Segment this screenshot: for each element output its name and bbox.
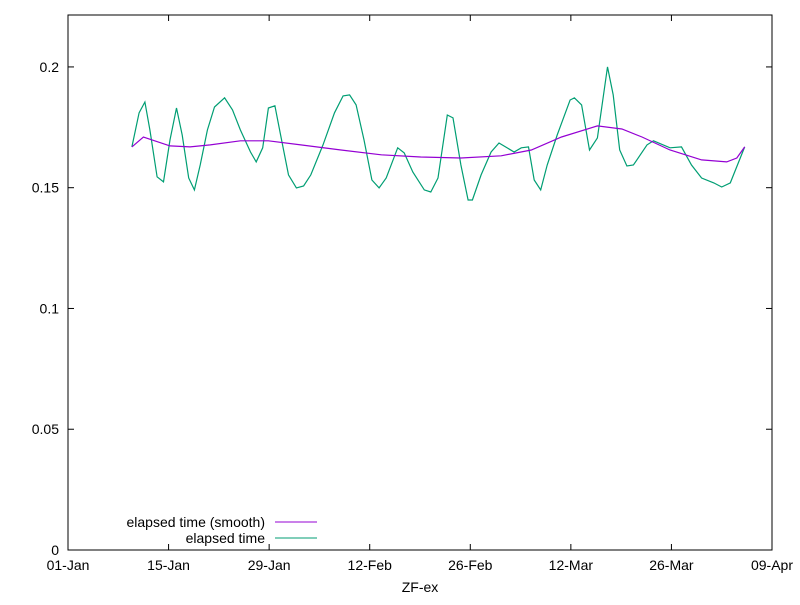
x-tick-label: 12-Mar	[549, 557, 594, 573]
x-tick-label: 12-Feb	[348, 557, 393, 573]
series-group	[131, 66, 746, 201]
x-axis-label: ZF-ex	[402, 579, 439, 595]
x-axis: 01-Jan 15-Jan 29-Jan 12-Feb 26-Feb 12-Mar 26-M…	[47, 15, 793, 573]
x-tick-label: 15-Jan	[147, 557, 190, 573]
x-tick-label: 01-Jan	[47, 557, 90, 573]
y-tick-label: 0	[51, 542, 59, 558]
y-tick-label: 0.15	[32, 180, 59, 196]
series-line-elapsed-time	[131, 66, 746, 201]
y-tick-label: 0.2	[40, 59, 60, 75]
legend-label-elapsed: elapsed time	[186, 530, 266, 546]
x-tick-label: 09-Apr	[751, 557, 793, 573]
x-tick-label: 26-Mar	[649, 557, 694, 573]
y-tick-label: 0.1	[40, 300, 60, 316]
plot-border	[67, 14, 773, 551]
legend-label-smooth: elapsed time (smooth)	[126, 514, 265, 530]
x-tick-label: 26-Feb	[448, 557, 493, 573]
y-axis: 0 0.05 0.1 0.15 0.2	[32, 59, 772, 558]
legend: elapsed time (smooth) elapsed time	[126, 514, 317, 546]
y-tick-label: 0.05	[32, 421, 59, 437]
x-tick-label: 29-Jan	[248, 557, 291, 573]
series-line-elapsed-time-smooth	[131, 125, 746, 163]
